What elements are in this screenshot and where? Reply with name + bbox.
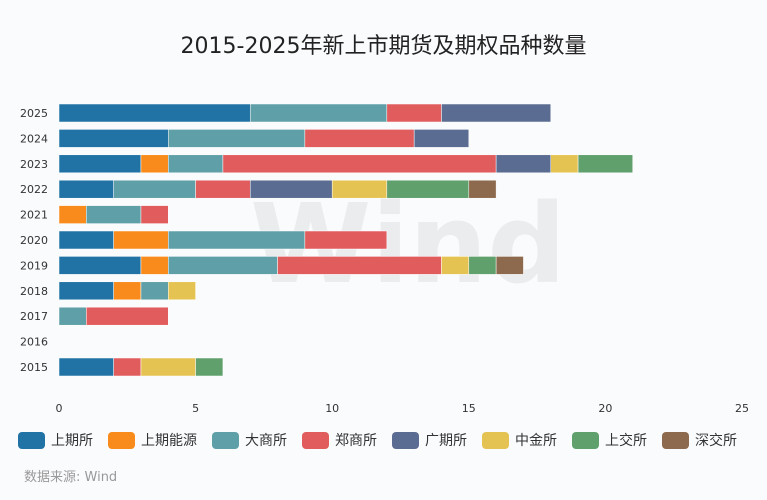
x-tick-label: 10: [325, 402, 339, 415]
legend-swatch: [572, 431, 599, 449]
bar-segment: [495, 256, 524, 275]
bar-segment: [58, 129, 169, 148]
bar-segment: [249, 179, 333, 199]
bar-segment: [441, 256, 470, 275]
bar-segment: [58, 103, 251, 123]
source-note: 数据来源: Wind: [24, 470, 118, 485]
legend-swatch: [662, 431, 689, 449]
bar-segment: [168, 230, 306, 250]
legend-swatch: [302, 431, 329, 449]
bar-segment: [468, 179, 497, 199]
bar-segment: [222, 154, 497, 174]
y-tick-label: 2018: [20, 285, 48, 298]
bar-segment: [168, 129, 306, 148]
y-tick-label: 2016: [20, 336, 48, 349]
bar-segment: [195, 357, 224, 377]
bar-segment: [58, 256, 142, 275]
chart-title: 2015-2025年新上市期货及期权品种数量: [180, 34, 587, 59]
legend-item[interactable]: 上期所: [18, 430, 93, 450]
bar-segment: [304, 129, 415, 148]
y-tick-label: 2025: [20, 107, 48, 120]
bar-segment: [495, 154, 552, 174]
bar-segment: [168, 256, 278, 275]
bar-segment: [168, 154, 224, 174]
bar-segment: [113, 230, 169, 250]
x-tick-label: 15: [462, 402, 476, 415]
legend-label: 上期所: [51, 433, 93, 449]
x-tick-label: 20: [598, 402, 612, 415]
bar-segment: [140, 154, 169, 174]
x-tick-label: 5: [192, 402, 199, 415]
y-tick-label: 2015: [20, 361, 48, 374]
legend-swatch: [392, 431, 419, 449]
bar-segment: [168, 281, 196, 301]
x-tick-label: 25: [735, 402, 749, 415]
bar-chart: 2025202420232022202120202019201820172016…: [20, 103, 749, 415]
legend-label: 广期所: [425, 433, 467, 449]
legend-swatch: [212, 431, 239, 449]
bar-segment: [386, 103, 442, 123]
legend-label: 大商所: [245, 433, 287, 449]
legend-item[interactable]: 郑商所: [302, 430, 377, 450]
bar-segment: [140, 357, 196, 377]
legend-swatch: [18, 431, 45, 449]
legend-label: 郑商所: [335, 433, 377, 449]
bar-segment: [441, 103, 552, 123]
bar-segment: [277, 256, 442, 275]
bar-segment: [386, 179, 470, 199]
legend-item[interactable]: 广期所: [392, 430, 467, 450]
bar-segment: [113, 179, 196, 199]
y-tick-label: 2024: [20, 132, 48, 145]
bar-segment: [331, 179, 388, 199]
legend-label: 深交所: [695, 433, 737, 449]
x-tick-label: 0: [56, 402, 63, 415]
legend-item[interactable]: 上期能源: [108, 430, 197, 450]
bar-segment: [86, 205, 142, 224]
legend-item[interactable]: 大商所: [212, 430, 287, 450]
bar-segment: [113, 357, 142, 377]
bar-segment: [113, 281, 142, 301]
legend-label: 中金所: [515, 433, 557, 449]
bar-segment: [58, 306, 87, 326]
bar-segment: [58, 230, 114, 250]
bar-segment: [413, 129, 470, 148]
bar-segment: [86, 306, 169, 326]
bar-segment: [550, 154, 579, 174]
y-tick-label: 2021: [20, 209, 48, 222]
y-tick-label: 2020: [20, 234, 48, 247]
bar-segment: [58, 154, 142, 174]
bar-segment: [58, 179, 114, 199]
legend-label: 上期能源: [141, 433, 197, 449]
legend: 上期所 上期能源 大商所 郑商所 广期所 中金所 上交所 深交所: [18, 430, 752, 450]
bar-segment: [58, 205, 87, 224]
bar-segment: [468, 256, 497, 275]
bar-segment: [195, 179, 251, 199]
bar-segment: [249, 103, 388, 123]
legend-item[interactable]: 上交所: [572, 430, 647, 450]
y-tick-label: 2019: [20, 259, 48, 272]
bar-segment: [140, 281, 169, 301]
bar-segment: [58, 357, 114, 377]
legend-item[interactable]: 深交所: [662, 430, 737, 450]
bar-segment: [577, 154, 633, 174]
bar-segment: [58, 281, 114, 301]
bar-segment: [140, 205, 169, 224]
bar-segment: [140, 256, 169, 275]
y-tick-label: 2017: [20, 310, 48, 323]
legend-label: 上交所: [605, 433, 647, 449]
legend-swatch: [108, 431, 135, 449]
legend-swatch: [482, 431, 509, 449]
y-tick-label: 2023: [20, 158, 48, 171]
y-tick-label: 2022: [20, 183, 48, 196]
legend-item[interactable]: 中金所: [482, 430, 557, 450]
bar-segment: [304, 230, 388, 250]
